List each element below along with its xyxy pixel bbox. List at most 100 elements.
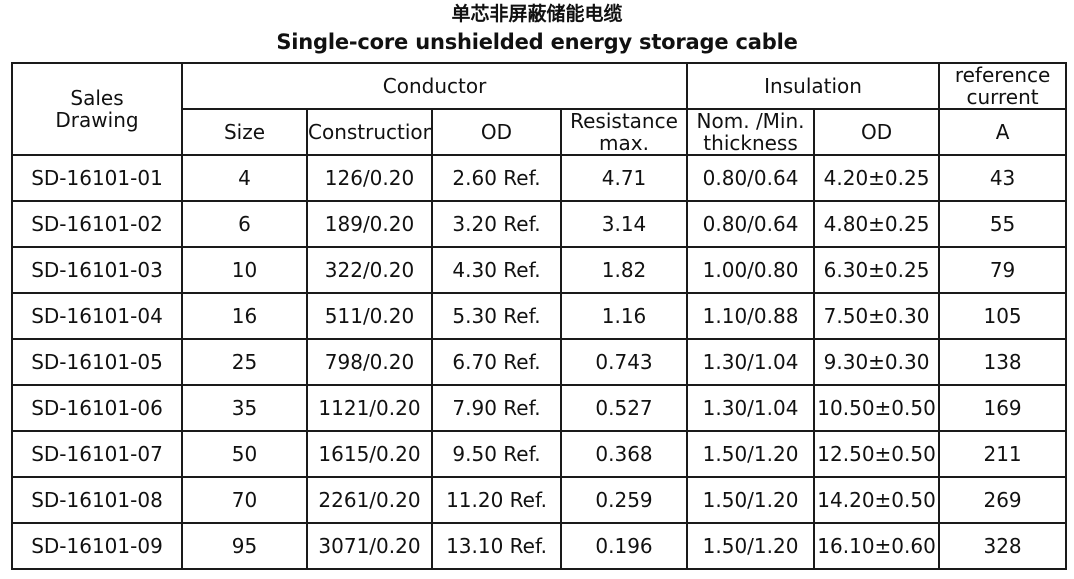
header-sales-drawing-line1: Sales — [70, 86, 124, 110]
cell-construction: 1121/0.20 — [306, 384, 433, 432]
cell-size: 10 — [181, 246, 308, 294]
cell-conductor-od: 11.20 Ref. — [431, 476, 562, 524]
header-resistance: Resistance max. — [559, 108, 689, 156]
cell-sales-drawing: SD-16101-01 — [11, 154, 183, 202]
cell-resistance: 0.259 — [559, 476, 689, 524]
cell-size: 6 — [181, 200, 308, 248]
table-row: SD-16101-02 6 189/0.20 3.20 Ref. 3.14 0.80/0.… — [11, 200, 1068, 248]
cell-size: 35 — [181, 384, 308, 432]
header-resistance-line1: Resistance — [570, 109, 678, 133]
cell-insulation-od: 16.10±0.60 — [813, 522, 941, 570]
cell-thickness: 1.10/0.88 — [686, 292, 816, 340]
cell-conductor-od: 2.60 Ref. — [431, 154, 562, 202]
cell-insulation-od: 4.20±0.25 — [813, 154, 941, 202]
header-insulation-od: OD — [813, 108, 941, 156]
cell-size: 25 — [181, 338, 308, 386]
page-title-english: Single-core unshielded energy storage ca… — [276, 30, 798, 54]
cell-insulation-od: 4.80±0.25 — [813, 200, 941, 248]
cell-sales-drawing: SD-16101-03 — [11, 246, 183, 294]
cell-resistance: 0.527 — [559, 384, 689, 432]
header-construction: Construction — [306, 108, 433, 156]
cell-resistance: 0.196 — [559, 522, 689, 570]
table-row: SD-16101-06 35 1121/0.20 7.90 Ref. 0.527 1.30… — [11, 384, 1068, 432]
header-resistance-line2: max. — [599, 131, 649, 155]
cell-thickness: 1.00/0.80 — [686, 246, 816, 294]
cell-insulation-od: 6.30±0.25 — [813, 246, 941, 294]
cell-resistance: 0.743 — [559, 338, 689, 386]
page-title-chinese: 单芯非屏蔽储能电缆 — [451, 3, 623, 25]
table-row: SD-16101-04 16 511/0.20 5.30 Ref. 1.16 1.10/0… — [11, 292, 1068, 340]
header-thickness-line2: thickness — [703, 131, 798, 155]
cell-sales-drawing: SD-16101-06 — [11, 384, 183, 432]
header-thickness-line1: Nom. /Min. — [696, 109, 805, 133]
table-row: SD-16101-01 4 126/0.20 2.60 Ref. 4.71 0.80/0.… — [11, 154, 1068, 202]
cell-resistance: 0.368 — [559, 430, 689, 478]
cell-resistance: 1.16 — [559, 292, 689, 340]
cell-thickness: 1.30/1.04 — [686, 384, 816, 432]
cell-size: 16 — [181, 292, 308, 340]
cell-construction: 798/0.20 — [306, 338, 433, 386]
cell-conductor-od: 5.30 Ref. — [431, 292, 562, 340]
cell-resistance: 4.71 — [559, 154, 689, 202]
header-conductor-od: OD — [431, 108, 562, 156]
cell-conductor-od: 9.50 Ref. — [431, 430, 562, 478]
header-insulation: Insulation — [686, 62, 941, 110]
cell-reference-current: 328 — [938, 522, 1068, 570]
cell-size: 70 — [181, 476, 308, 524]
cell-conductor-od: 3.20 Ref. — [431, 200, 562, 248]
cell-construction: 511/0.20 — [306, 292, 433, 340]
cell-construction: 126/0.20 — [306, 154, 433, 202]
cell-size: 4 — [181, 154, 308, 202]
header-row-columns: Size Construction OD Resistance max. Nom… — [12, 108, 1068, 156]
cell-insulation-od: 10.50±0.50 — [813, 384, 941, 432]
cell-reference-current: 211 — [938, 430, 1068, 478]
cell-reference-current: 79 — [938, 246, 1068, 294]
header-conductor: Conductor — [180, 62, 689, 110]
cell-sales-drawing: SD-16101-02 — [11, 200, 183, 248]
header-reference-current-line1: reference — [954, 63, 1051, 87]
cell-sales-drawing: SD-16101-07 — [11, 430, 183, 478]
cell-reference-current: 269 — [938, 476, 1068, 524]
cell-resistance: 3.14 — [559, 200, 689, 248]
cell-thickness: 1.50/1.20 — [686, 430, 816, 478]
cell-conductor-od: 6.70 Ref. — [431, 338, 562, 386]
cell-construction: 3071/0.20 — [306, 522, 433, 570]
header-sales-drawing-line2: Drawing — [55, 108, 139, 132]
header-sales-drawing: Sales Drawing — [11, 62, 183, 156]
table-row: SD-16101-08 70 2261/0.20 11.20 Ref. 0.259 1.5… — [11, 476, 1068, 524]
header-size: Size — [181, 108, 308, 156]
cell-insulation-od: 9.30±0.30 — [813, 338, 941, 386]
cell-conductor-od: 7.90 Ref. — [431, 384, 562, 432]
cell-size: 95 — [181, 522, 308, 570]
cell-reference-current: 169 — [938, 384, 1068, 432]
header-row-group: Sales Drawing Conductor Insulation refer… — [11, 62, 1068, 156]
header-thickness: Nom. /Min. thickness — [686, 108, 816, 156]
cell-construction: 322/0.20 — [306, 246, 433, 294]
cell-reference-current: 105 — [938, 292, 1068, 340]
cell-insulation-od: 14.20±0.50 — [813, 476, 941, 524]
header-current-unit: A — [938, 108, 1068, 156]
cell-sales-drawing: SD-16101-09 — [11, 522, 183, 570]
cell-sales-drawing: SD-16101-08 — [11, 476, 183, 524]
cell-construction: 1615/0.20 — [306, 430, 433, 478]
cell-construction: 189/0.20 — [306, 200, 433, 248]
table-row: SD-16101-07 50 1615/0.20 9.50 Ref. 0.368 1.50… — [11, 430, 1068, 478]
cell-thickness: 1.50/1.20 — [686, 476, 816, 524]
cell-thickness: 1.50/1.20 — [686, 522, 816, 570]
cell-thickness: 0.80/0.64 — [686, 154, 816, 202]
header-reference-current-line2: current — [966, 85, 1039, 109]
cell-construction: 2261/0.20 — [306, 476, 433, 524]
cell-reference-current: 138 — [938, 338, 1068, 386]
cell-thickness: 0.80/0.64 — [686, 200, 816, 248]
cell-resistance: 1.82 — [559, 246, 689, 294]
table-row: SD-16101-05 25 798/0.20 6.70 Ref. 0.743 1.30/… — [11, 338, 1068, 386]
cell-sales-drawing: SD-16101-05 — [11, 338, 183, 386]
cell-reference-current: 43 — [938, 154, 1068, 202]
table-row: SD-16101-03 10 322/0.20 4.30 Ref. 1.82 1.00/0… — [11, 246, 1068, 294]
cell-size: 50 — [181, 430, 308, 478]
cell-conductor-od: 13.10 Ref. — [431, 522, 562, 570]
cell-sales-drawing: SD-16101-04 — [11, 292, 183, 340]
cell-insulation-od: 12.50±0.50 — [813, 430, 941, 478]
cell-insulation-od: 7.50±0.30 — [813, 292, 941, 340]
header-reference-current: reference current — [938, 62, 1068, 110]
